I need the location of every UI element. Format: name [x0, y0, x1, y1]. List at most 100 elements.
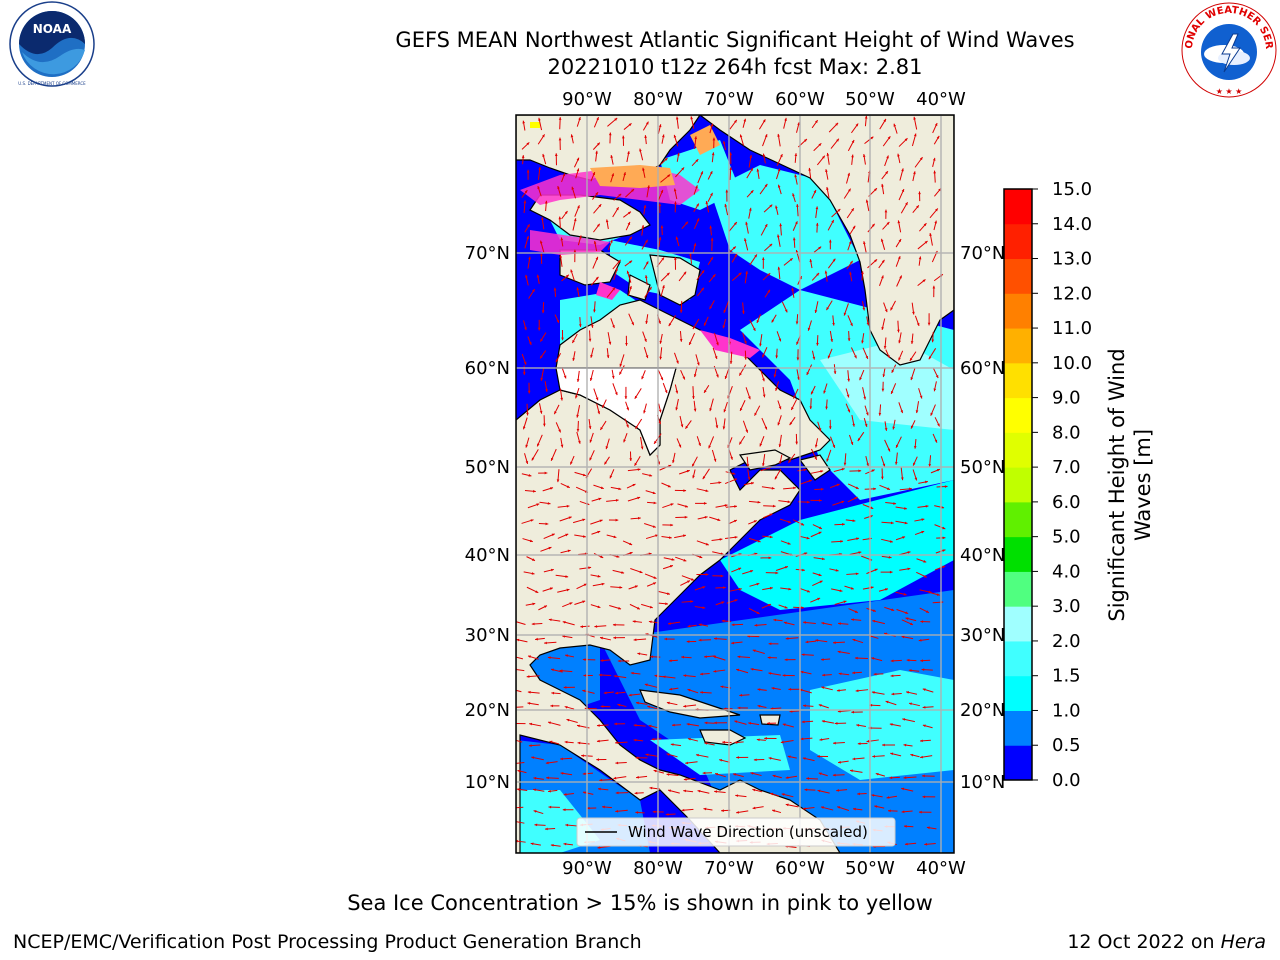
- wave-direction-arrow: [729, 119, 738, 130]
- wave-direction-arrow: [742, 332, 747, 345]
- wave-direction-arrow: [777, 400, 782, 410]
- wave-direction-arrow: [787, 755, 797, 759]
- wave-direction-arrow: [918, 480, 928, 484]
- wave-direction-arrow: [547, 656, 561, 660]
- credit-text: NCEP/EMC/Verification Post Processing Pr…: [13, 931, 642, 953]
- wave-direction-arrow: [617, 659, 630, 663]
- wave-direction-arrow: [813, 142, 822, 152]
- wave-direction-arrow: [922, 774, 935, 778]
- wave-direction-arrow: [904, 842, 917, 846]
- wave-direction-arrow: [618, 365, 625, 375]
- wave-direction-arrow: [543, 533, 555, 539]
- wave-direction-arrow: [599, 420, 607, 431]
- wave-direction-arrow: [774, 468, 782, 480]
- wave-direction-arrow: [603, 691, 614, 695]
- colorbar-segment: [1004, 328, 1032, 364]
- wave-direction-arrow: [714, 772, 726, 778]
- wave-direction-arrow: [516, 656, 524, 660]
- colorbar-segment: [1004, 397, 1032, 433]
- wave-direction-arrow: [574, 600, 586, 605]
- wave-direction-arrow: [664, 637, 675, 641]
- wave-direction-arrow: [688, 332, 696, 346]
- wave-direction-arrow: [791, 287, 795, 298]
- wave-direction-arrow: [673, 352, 679, 364]
- wave-direction-arrow: [561, 210, 568, 220]
- lon-tick-label: 90°W: [562, 858, 612, 879]
- wave-direction-arrow: [750, 772, 762, 777]
- wave-direction-arrow: [661, 134, 665, 144]
- wave-direction-arrow: [826, 300, 833, 311]
- wave-direction-arrow: [857, 742, 868, 746]
- wave-direction-arrow: [814, 301, 819, 314]
- wave-direction-arrow: [810, 448, 818, 461]
- lat-tick-label: 10°N: [465, 772, 510, 793]
- wave-direction-arrow: [516, 722, 526, 725]
- wave-direction-arrow: [775, 168, 781, 180]
- wave-direction-arrow: [862, 504, 874, 510]
- wave-direction-arrow: [561, 173, 566, 183]
- wave-direction-arrow: [871, 657, 883, 662]
- legend-label: Wind Wave Direction (unscaled): [628, 823, 868, 841]
- wave-direction-arrow: [647, 501, 657, 505]
- colorbar-segment: [1004, 536, 1032, 572]
- wave-direction-arrow: [550, 843, 561, 847]
- colorbar-label-line1: Significant Height of Wind: [1105, 348, 1129, 621]
- wave-direction-arrow: [527, 702, 539, 706]
- wave-direction-arrow: [815, 639, 828, 643]
- wave-direction-arrow: [919, 222, 927, 232]
- wave-direction-arrow: [802, 807, 815, 810]
- wave-direction-arrow: [793, 388, 799, 399]
- wave-direction-arrow: [886, 795, 898, 799]
- wave-direction-arrow: [851, 414, 855, 427]
- wave-direction-arrow: [790, 399, 798, 411]
- wave-direction-arrow: [933, 220, 938, 231]
- wave-direction-arrow: [615, 791, 629, 795]
- wave-direction-arrow: [542, 487, 554, 492]
- wave-direction-arrow: [630, 671, 641, 675]
- wave-direction-arrow: [704, 721, 715, 725]
- wave-direction-arrow: [779, 454, 783, 464]
- wave-direction-arrow: [849, 551, 862, 555]
- wave-direction-arrow: [540, 253, 543, 264]
- wave-direction-arrow: [692, 318, 700, 330]
- colorbar-segment: [1004, 467, 1032, 503]
- wave-direction-arrow: [729, 167, 733, 180]
- wave-direction-arrow: [932, 285, 936, 298]
- wave-direction-arrow: [709, 300, 715, 310]
- wave-direction-arrow: [690, 116, 695, 129]
- wave-direction-arrow: [635, 811, 645, 814]
- wave-direction-arrow: [562, 602, 573, 608]
- wave-direction-arrow: [760, 556, 772, 560]
- wave-direction-arrow: [815, 222, 819, 233]
- wave-direction-arrow: [570, 134, 574, 144]
- wave-direction-arrow: [898, 332, 902, 344]
- lon-tick-label: 80°W: [633, 89, 683, 110]
- wave-direction-arrow: [932, 433, 938, 443]
- wave-direction-arrow: [592, 582, 605, 587]
- wave-direction-arrow: [576, 420, 580, 432]
- wave-direction-arrow: [843, 303, 849, 316]
- wave-direction-arrow: [707, 170, 713, 180]
- wave-direction-arrow: [736, 668, 749, 674]
- wave-direction-arrow: [580, 625, 590, 628]
- wave-direction-arrow: [836, 689, 846, 692]
- wave-direction-arrow: [760, 370, 765, 382]
- wave-direction-arrow: [803, 621, 816, 624]
- wave-direction-arrow: [763, 204, 773, 213]
- wave-direction-arrow: [851, 154, 854, 165]
- wave-direction-arrow: [606, 348, 610, 359]
- wave-direction-arrow: [527, 503, 540, 509]
- wave-direction-arrow: [855, 689, 869, 693]
- wave-direction-arrow: [722, 319, 727, 329]
- wave-direction-arrow: [658, 236, 662, 248]
- wave-direction-arrow: [527, 690, 540, 694]
- wave-direction-arrow: [770, 792, 780, 797]
- wave-direction-arrow: [768, 672, 781, 676]
- wave-direction-arrow: [629, 451, 633, 461]
- wave-direction-arrow: [936, 485, 948, 488]
- wave-direction-arrow: [728, 519, 738, 525]
- wave-direction-arrow: [528, 744, 541, 747]
- wave-direction-arrow: [879, 484, 891, 491]
- wave-direction-arrow: [883, 337, 887, 349]
- wave-direction-arrow: [558, 117, 562, 130]
